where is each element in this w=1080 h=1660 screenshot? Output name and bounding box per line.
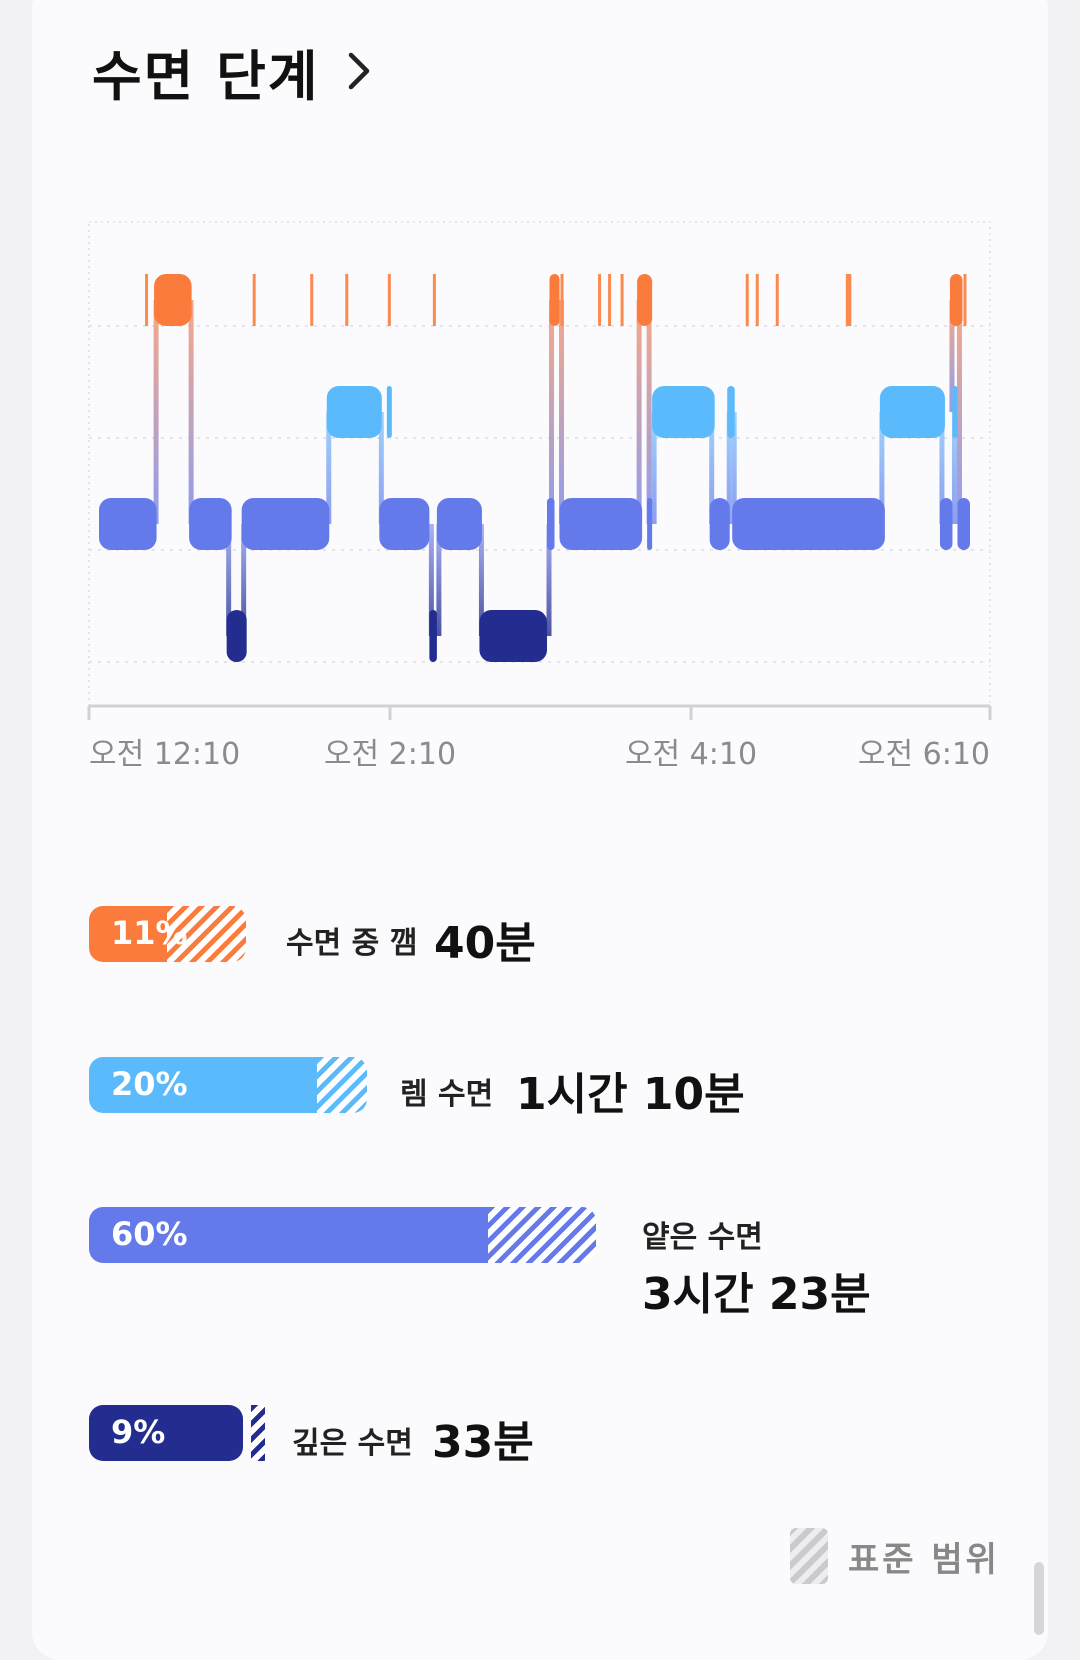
stage-transition-7 — [378, 412, 384, 524]
brief-awakening-0 — [145, 274, 149, 326]
stage-transition-4 — [241, 524, 247, 636]
chart-frame — [88, 221, 991, 707]
light-percent: 60% — [111, 1215, 188, 1253]
deep-percent: 9% — [111, 1413, 166, 1451]
stage-transition-9 — [436, 524, 442, 636]
segment-light-7 — [379, 498, 430, 550]
deep-value: 33분 — [432, 1417, 534, 1468]
brief-awakening-15 — [963, 274, 967, 326]
segment-awake-12 — [549, 274, 560, 326]
rem-label: 렘 수면 — [400, 1077, 494, 1112]
stage-transition-13 — [559, 300, 565, 524]
x-tick-label: 오전 2:10 — [324, 737, 456, 772]
segment-awake-23 — [949, 274, 963, 326]
segment-awake-14 — [637, 274, 653, 326]
sleep-hypnogram-chart: 오전 12:10 오전 2:10 오전 4:10 오전 6:10 — [87, 221, 992, 772]
brief-awakening-5 — [432, 274, 436, 326]
stage-transition-2 — [188, 300, 194, 524]
awake-label: 수면 중 깸 — [286, 926, 418, 961]
stage-transition-12 — [549, 300, 555, 524]
stage-transition-22 — [951, 412, 957, 524]
rem-percent: 20% — [111, 1065, 188, 1103]
stage-transition-17 — [709, 412, 715, 524]
rem-bar — [89, 1057, 317, 1113]
stage-transition-10 — [478, 524, 484, 636]
stage-transition-20 — [879, 412, 885, 524]
stage-transition-21 — [939, 412, 945, 524]
segment-rem-6 — [386, 386, 392, 438]
deep-label: 깊은 수면 — [292, 1426, 413, 1461]
stage-transition-11 — [546, 524, 552, 636]
segment-rem-5 — [326, 386, 382, 438]
segment-light-19 — [732, 498, 885, 550]
stage-transition-3 — [226, 524, 232, 636]
brief-awakening-14 — [848, 274, 852, 326]
segment-light-4 — [241, 498, 330, 550]
brief-awakening-1 — [252, 274, 256, 326]
light-value: 3시간 23분 — [642, 1269, 871, 1320]
segment-awake-1 — [154, 274, 192, 326]
brief-awakening-11 — [755, 274, 759, 326]
light-label: 얕은 수면 — [642, 1220, 763, 1255]
brief-awakening-8 — [608, 274, 612, 326]
brief-awakening-13 — [845, 274, 849, 326]
standard-range-swatch — [790, 1528, 828, 1584]
deep-bar — [89, 1405, 243, 1461]
segment-rem-20 — [879, 386, 945, 438]
stage-transition-23 — [949, 300, 955, 412]
standard-range-legend: 표준 범위 — [790, 1528, 1000, 1584]
segment-light-0 — [99, 498, 157, 550]
segment-rem-22 — [952, 386, 958, 438]
standard-range-label: 표준 범위 — [848, 1539, 1000, 1580]
segment-deep-8 — [429, 610, 437, 662]
sleep-stages-card — [32, 0, 1048, 1660]
stage-transition-19 — [731, 412, 737, 524]
stage-transition-15 — [646, 300, 652, 524]
chevron-right-icon — [346, 51, 372, 91]
segment-light-13 — [559, 498, 643, 550]
brief-awakening-4 — [387, 274, 391, 326]
segment-light-21 — [939, 498, 953, 550]
scrollbar[interactable] — [1034, 1562, 1044, 1635]
segment-light-2 — [189, 498, 232, 550]
page-title: 수면 단계 — [92, 44, 320, 108]
brief-awakening-12 — [775, 274, 779, 326]
stage-transition-18 — [726, 412, 732, 524]
brief-awakening-3 — [345, 274, 349, 326]
stage-transition-24 — [956, 300, 962, 524]
stage-transition-16 — [651, 412, 657, 524]
stage-transition-1 — [153, 300, 159, 524]
stage-transition-8 — [428, 524, 434, 636]
segment-deep-10 — [479, 610, 548, 662]
brief-awakening-6 — [560, 274, 564, 326]
x-tick-label: 오전 6:10 — [858, 737, 990, 772]
segment-light-15 — [647, 498, 653, 550]
brief-awakening-10 — [745, 274, 749, 326]
brief-awakening-9 — [620, 274, 624, 326]
awake-bar — [89, 906, 167, 962]
awake-percent: 11% — [111, 914, 188, 952]
awake-value: 40분 — [434, 918, 536, 969]
brief-awakening-7 — [598, 274, 602, 326]
awake-standard-range — [167, 906, 246, 962]
light-bar — [89, 1207, 488, 1263]
segment-light-9 — [436, 498, 482, 550]
x-tick-label: 오전 4:10 — [625, 737, 757, 772]
segment-rem-16 — [652, 386, 715, 438]
brief-awakening-2 — [310, 274, 314, 326]
stage-transition-14 — [636, 300, 642, 524]
rem-value: 1시간 10분 — [516, 1069, 745, 1120]
segment-light-17 — [709, 498, 730, 550]
light-standard-range — [488, 1207, 596, 1263]
x-tick-label: 오전 12:10 — [89, 737, 240, 772]
segment-deep-3 — [226, 610, 247, 662]
stage-transition-5 — [326, 412, 332, 524]
segment-rem-18 — [727, 386, 735, 438]
rem-standard-range — [317, 1057, 367, 1113]
sleep-stages-header[interactable]: 수면 단계 — [92, 26, 372, 116]
segment-light-24 — [957, 498, 970, 550]
segment-light-11 — [547, 498, 555, 550]
deep-standard-range — [251, 1405, 265, 1461]
